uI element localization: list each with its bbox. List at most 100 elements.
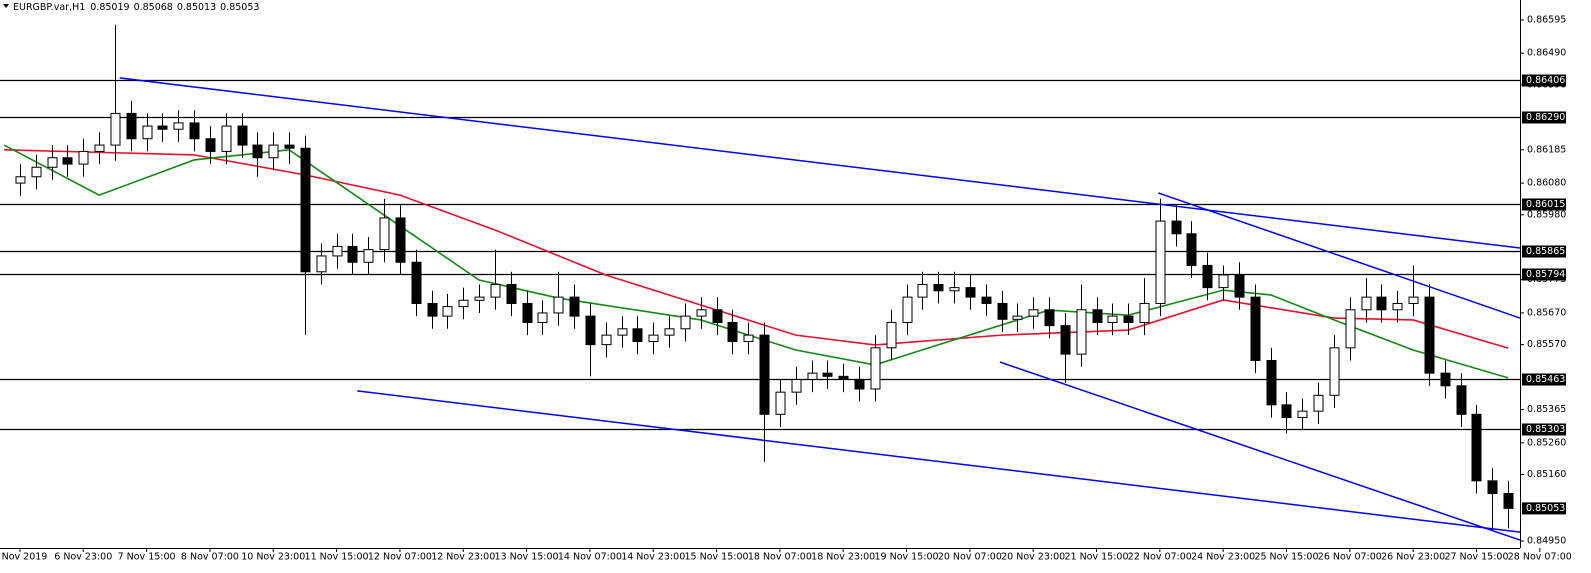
x-tick-label: 26 Nov 07:00 (1318, 552, 1382, 563)
x-tick-label: 19 Nov 15:00 (874, 552, 938, 563)
candle-body (347, 245, 358, 263)
level-label-box (1522, 268, 1566, 281)
x-tick-label: 14 Nov 07:00 (558, 552, 622, 563)
candle-body (126, 112, 137, 140)
level-label: 0.85303 (1526, 424, 1565, 435)
trendline (119, 77, 1521, 249)
candle-body (1092, 309, 1103, 323)
candle-body (537, 312, 548, 323)
candle-body (316, 255, 327, 273)
y-tick-label: 0.86080 (1527, 178, 1566, 189)
trendline (357, 390, 1521, 533)
symbol: EURGBP.var,H1 (13, 2, 85, 13)
candle-body (189, 122, 200, 140)
candle-body (1408, 296, 1419, 304)
candle-body (949, 287, 960, 292)
level-label: 0.86290 (1526, 112, 1565, 123)
level-label: 0.86406 (1526, 75, 1565, 86)
level-label-box (1522, 74, 1566, 87)
candle-body (775, 391, 786, 415)
candle-body (474, 296, 485, 301)
level-label-box (1522, 198, 1566, 211)
candle-body (442, 306, 453, 317)
candle-body (807, 372, 818, 380)
last-price-label: 0.85053 (1526, 503, 1565, 514)
candle-body (870, 347, 881, 390)
level-label: 0.85463 (1526, 374, 1565, 385)
header-low: 0.85013 (177, 2, 216, 13)
candle-body (1186, 233, 1197, 266)
candle-body (1297, 410, 1308, 418)
candle-body (490, 283, 501, 298)
header-close: 0.85053 (220, 2, 259, 13)
candle-body (569, 296, 580, 317)
candle-body (427, 302, 438, 317)
x-tick-label: 11 Nov 15:00 (305, 552, 369, 563)
candle-body (1234, 274, 1245, 298)
candle-body (854, 378, 865, 390)
candle-body (1361, 296, 1372, 311)
candle-body (712, 309, 723, 323)
moving-average (3, 144, 1509, 379)
level-label: 0.85794 (1526, 269, 1565, 280)
candle-body (1281, 404, 1292, 418)
candle-body (1123, 315, 1134, 323)
candle-body (648, 334, 659, 342)
candle-body (553, 296, 564, 314)
level-label: 0.85865 (1526, 246, 1565, 257)
x-tick-label: 6 Nov 23:00 (54, 552, 112, 563)
candle-body (791, 378, 802, 393)
candle-body (1424, 296, 1435, 374)
candle-body (822, 372, 833, 377)
x-tick-label: 15 Nov 15:00 (685, 552, 749, 563)
candle-body (981, 296, 992, 304)
candle-body (1155, 220, 1166, 304)
trendline (1158, 192, 1521, 319)
candle-body (727, 321, 738, 342)
candle-body (47, 157, 58, 168)
menu-arrow[interactable] (3, 4, 9, 8)
x-tick-label: 20 Nov 07:00 (938, 552, 1002, 563)
chart-header: EURGBP.var,H1 0.85019 0.85068 0.85013 0.8505… (13, 2, 259, 13)
candle-body (363, 249, 374, 263)
candle-body (1376, 296, 1387, 311)
candle-body (395, 217, 406, 263)
candle-body (332, 245, 343, 257)
candle-body (886, 321, 897, 349)
x-tick-label: 26 Nov 23:00 (1381, 552, 1445, 563)
candle-body (1266, 359, 1277, 406)
candle-body (997, 302, 1008, 320)
candle-body (617, 328, 628, 336)
candle-body (379, 217, 390, 251)
candle-body (1028, 309, 1039, 317)
x-tick-label: 10 Nov 23:00 (241, 552, 305, 563)
candle-body (221, 125, 232, 152)
y-tick-label: 0.85260 (1527, 437, 1566, 448)
level-label-box (1522, 245, 1566, 258)
candle-body (284, 144, 295, 149)
candle-body (1329, 347, 1340, 396)
candle-body (411, 261, 422, 304)
y-tick-label: 0.85670 (1527, 307, 1566, 318)
candle-body (110, 112, 121, 146)
candle-body (838, 375, 849, 380)
x-tick-label: 13 Nov 15:00 (495, 552, 559, 563)
candle-body (1456, 385, 1467, 415)
candle-body (157, 125, 168, 130)
candle-body (917, 283, 928, 298)
moving-average (4, 149, 1509, 349)
y-tick-label: 0.85365 (1527, 404, 1566, 415)
candle-body (62, 157, 73, 165)
candle-body (585, 315, 596, 346)
candle-body (1345, 309, 1356, 349)
candle-body (1107, 315, 1118, 323)
candle-body (680, 315, 691, 330)
x-tick-label: 12 Nov 23:00 (431, 552, 495, 563)
x-tick-label: 22 Nov 07:00 (1128, 552, 1192, 563)
last-price-box (1522, 502, 1566, 515)
level-label-box (1522, 111, 1566, 124)
x-tick-label: 24 Nov 23:00 (1191, 552, 1255, 563)
candle-body (965, 287, 976, 298)
candle-body (759, 334, 770, 415)
